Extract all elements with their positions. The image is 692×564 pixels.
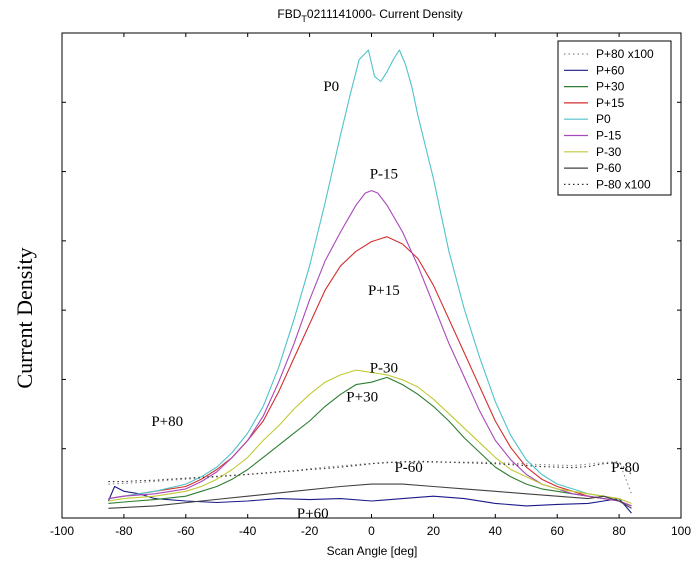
series-line-p-15 xyxy=(108,236,632,507)
x-tick-label: 0 xyxy=(368,524,375,538)
annotation-label: P-80 xyxy=(611,460,639,476)
annotation-label: P+15 xyxy=(368,283,400,299)
annotation-label: P+60 xyxy=(297,506,329,522)
chart-title-rest: 0211141000- Current Density xyxy=(307,7,463,21)
series-line-p-60 xyxy=(107,485,632,514)
legend-entry: P-30 xyxy=(596,145,622,159)
annotation-label: P+30 xyxy=(346,390,378,406)
x-tick-label: -80 xyxy=(115,524,133,538)
y-axis-label: Current Density xyxy=(12,247,37,388)
series-line-p-30 xyxy=(108,376,632,507)
legend: P+80 x100 P+60 P+30 P+15 P0 P-15 P-30 P-60 P-80 … xyxy=(557,40,672,196)
annotation-label: P-15 xyxy=(370,167,398,183)
chart-title: FBDT0211141000- Current Density xyxy=(277,7,462,24)
y-axis-ticks xyxy=(62,101,681,450)
legend-box xyxy=(557,40,672,196)
annotation-label: P+80 xyxy=(151,414,183,430)
annotation-label: P0 xyxy=(323,79,339,95)
series-line-p0 xyxy=(108,49,632,509)
chart-title-subscript: T xyxy=(301,14,307,24)
legend-entry: P-15 xyxy=(596,129,622,143)
x-tick-label: 60 xyxy=(551,524,565,538)
chart-title-main: FBD xyxy=(277,7,301,21)
legend-entry: P+15 xyxy=(596,96,625,110)
x-tick-label: 80 xyxy=(612,524,626,538)
legend-entry: P+60 xyxy=(596,63,625,77)
x-axis-ticks: -100 -80 -60 -40 -20 0 20 40 60 80 100 xyxy=(50,33,691,538)
x-tick-label: 40 xyxy=(489,524,503,538)
x-tick-label: -100 xyxy=(50,524,74,538)
x-tick-label: -40 xyxy=(239,524,257,538)
legend-entry: P+30 xyxy=(596,80,625,94)
legend-entry: P+80 x100 xyxy=(596,47,654,61)
x-tick-label: 100 xyxy=(671,524,691,538)
annotation-layer: P0 P-15 P+15 P-30 P+30 P+80 P-60 P-80 P+60 xyxy=(151,79,639,522)
x-tick-label: 20 xyxy=(427,524,441,538)
x-axis-label: Scan Angle [deg] xyxy=(327,544,418,558)
series-layer xyxy=(107,49,633,514)
annotation-label: P-60 xyxy=(394,460,422,476)
legend-entry: P-60 xyxy=(596,161,622,175)
legend-entry: P-80 x100 xyxy=(596,177,651,191)
x-tick-label: -20 xyxy=(301,524,319,538)
annotation-label: P-30 xyxy=(370,361,398,377)
x-tick-label: -60 xyxy=(177,524,195,538)
series-line-p-60 xyxy=(108,483,632,509)
legend-entry: P0 xyxy=(596,112,611,126)
